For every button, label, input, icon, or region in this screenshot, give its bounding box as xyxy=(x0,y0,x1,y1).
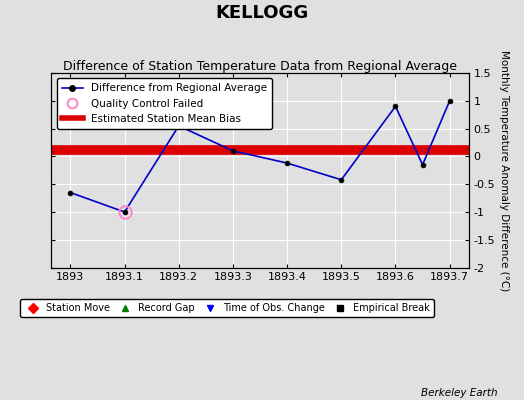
Legend: Station Move, Record Gap, Time of Obs. Change, Empirical Break: Station Move, Record Gap, Time of Obs. C… xyxy=(20,300,434,317)
Text: KELLOGG: KELLOGG xyxy=(215,4,309,22)
Title: Difference of Station Temperature Data from Regional Average: Difference of Station Temperature Data f… xyxy=(63,60,457,73)
Y-axis label: Monthly Temperature Anomaly Difference (°C): Monthly Temperature Anomaly Difference (… xyxy=(499,50,509,291)
Text: Berkeley Earth: Berkeley Earth xyxy=(421,388,498,398)
